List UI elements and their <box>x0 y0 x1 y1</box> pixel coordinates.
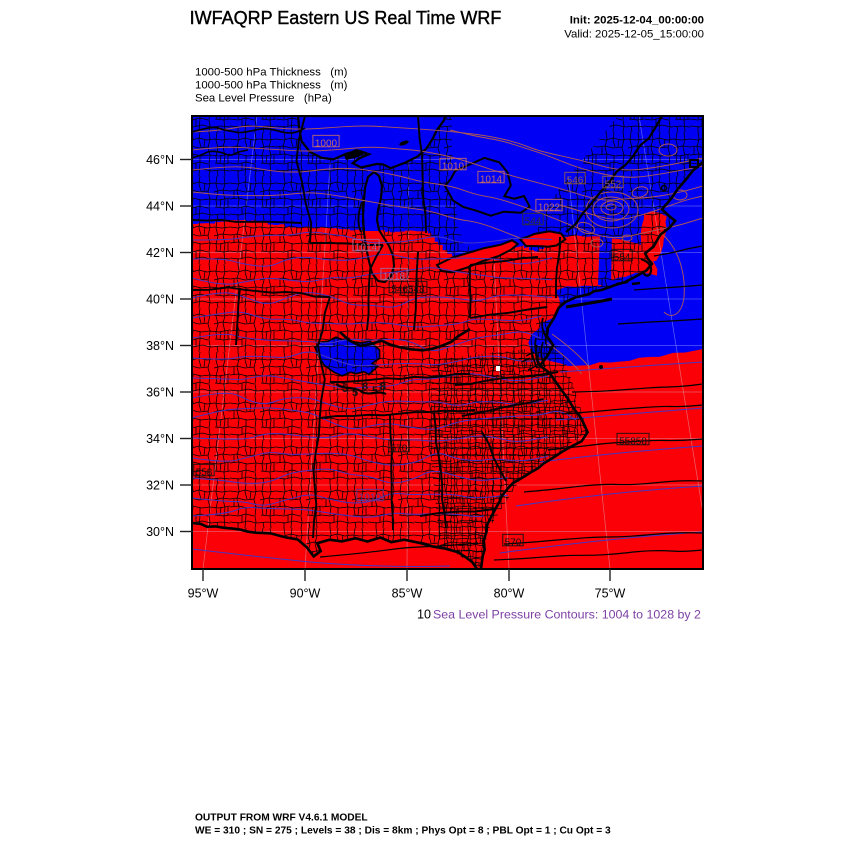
svg-text:42°N: 42°N <box>146 246 174 260</box>
svg-text:570: 570 <box>391 443 408 454</box>
svg-text:44°N: 44°N <box>146 199 174 213</box>
svg-text:WE = 310 ; SN = 275 ; Levels =: WE = 310 ; SN = 275 ; Levels = 38 ; Dis … <box>195 826 611 837</box>
svg-text:Sea Level Pressure (hPa): Sea Level Pressure (hPa) <box>195 93 332 105</box>
svg-text:1000: 1000 <box>315 138 338 149</box>
svg-text:544: 544 <box>525 216 542 227</box>
svg-text:30°N: 30°N <box>146 525 174 539</box>
svg-text:8: 8 <box>362 381 368 393</box>
svg-text:5: 5 <box>372 385 378 397</box>
svg-text:554: 554 <box>614 252 631 263</box>
svg-text:36°N: 36°N <box>146 385 174 399</box>
svg-text:546: 546 <box>567 175 584 186</box>
svg-text:85°W: 85°W <box>392 587 423 601</box>
svg-text:75°W: 75°W <box>595 587 626 601</box>
svg-text:34°N: 34°N <box>146 432 174 446</box>
svg-text:IWFAQRP Eastern US Real Time W: IWFAQRP Eastern US Real Time WRF <box>190 8 502 28</box>
svg-text:Init: 2025-12-04_00:00:00: Init: 2025-12-04_00:00:00 <box>570 15 704 27</box>
svg-text:546548: 546548 <box>391 284 425 295</box>
svg-text:80°W: 80°W <box>494 587 525 601</box>
svg-text:55858: 55858 <box>619 436 647 447</box>
svg-text:46°N: 46°N <box>146 153 174 167</box>
svg-text:1010: 1010 <box>359 492 382 503</box>
svg-text:5: 5 <box>352 387 358 399</box>
svg-text:10: 10 <box>417 608 431 622</box>
svg-text:5: 5 <box>342 383 348 395</box>
svg-text:1022: 1022 <box>538 202 561 213</box>
svg-text:90°W: 90°W <box>290 587 321 601</box>
svg-text:95°W: 95°W <box>188 587 219 601</box>
svg-text:1014: 1014 <box>480 174 503 185</box>
svg-text:1000-500 hPa Thickness (m): 1000-500 hPa Thickness (m) <box>195 67 348 79</box>
svg-text:38°N: 38°N <box>146 339 174 353</box>
svg-text:OUTPUT FROM WRF V4.6.1 MODEL: OUTPUT FROM WRF V4.6.1 MODEL <box>195 813 368 824</box>
svg-text:1010: 1010 <box>442 161 465 172</box>
svg-text:552: 552 <box>605 179 622 190</box>
svg-text:32°N: 32°N <box>146 478 174 492</box>
svg-text:Valid: 2025-12-05_15:00:00: Valid: 2025-12-05_15:00:00 <box>564 29 704 41</box>
svg-text:558: 558 <box>196 467 213 478</box>
svg-text:Sea Level Pressure Contours: 1: Sea Level Pressure Contours: 1004 to 102… <box>433 608 701 622</box>
svg-text:40°N: 40°N <box>146 292 174 306</box>
svg-text:1014: 1014 <box>355 242 378 253</box>
svg-text:1018: 1018 <box>383 271 406 282</box>
svg-text:1000-500 hPa Thickness (m): 1000-500 hPa Thickness (m) <box>195 80 348 92</box>
svg-text:570: 570 <box>505 537 522 548</box>
svg-text:8: 8 <box>380 381 386 393</box>
